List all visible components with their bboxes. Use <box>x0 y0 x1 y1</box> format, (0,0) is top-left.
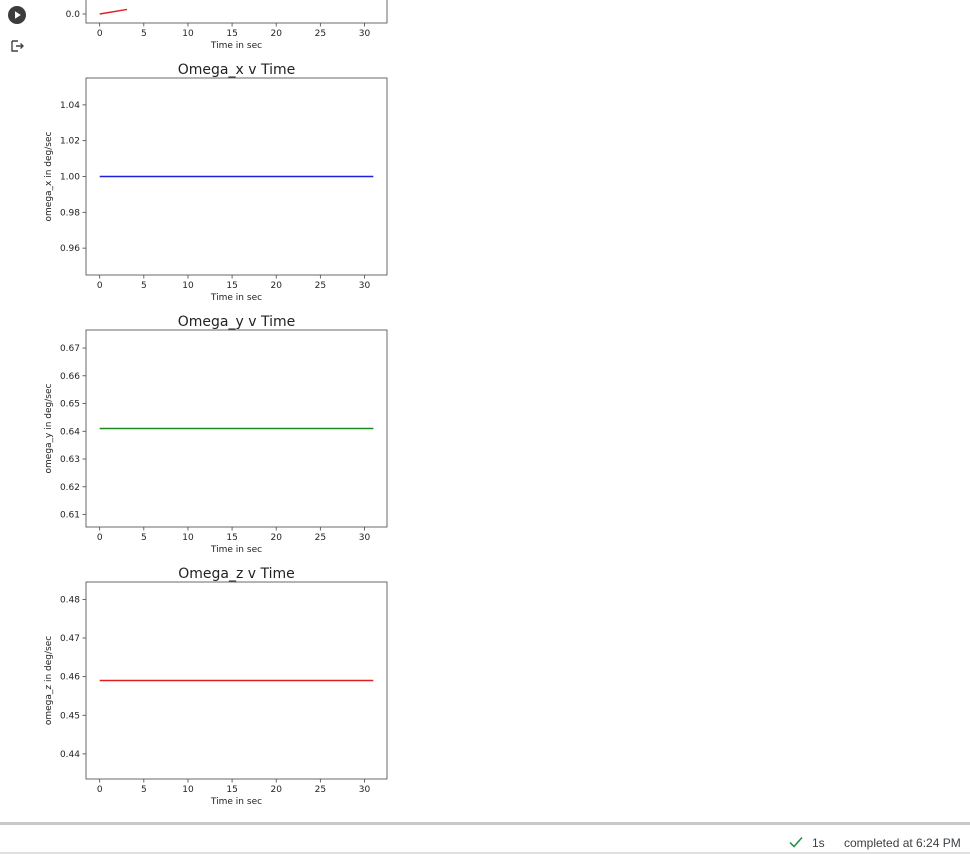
chart-1: Omega_x v Time 0 5 10 15 20 25 30 0.96 0.98 1.00 1.… <box>44 62 388 303</box>
x-tick-label: 15 <box>226 533 237 543</box>
x-tick-label: 0 <box>97 533 103 543</box>
x-tick-label: 10 <box>182 533 194 543</box>
x-axis-label: Time in sec <box>210 41 262 51</box>
chart-0: 0 5 10 15 20 25 30 0.0 Time in sec <box>66 0 388 51</box>
x-tick-label: 30 <box>359 785 371 795</box>
chart-2: Omega_y v Time 0 5 10 15 20 25 30 0.61 0.62 0.63 0.… <box>44 314 388 555</box>
x-tick-label: 0 <box>97 281 103 291</box>
chart-title: Omega_x v Time <box>178 62 295 78</box>
play-circle-icon <box>8 6 26 24</box>
y-tick-label: 0.46 <box>60 673 80 683</box>
x-tick-label: 20 <box>270 533 282 543</box>
output-exit-icon <box>11 40 24 52</box>
y-tick-label: 0.62 <box>60 483 80 493</box>
y-tick-label: 0.0 <box>66 10 81 20</box>
y-tick-label: 0.66 <box>60 372 80 382</box>
status-bar: 1s completed at 6:24 PM <box>0 822 970 854</box>
y-tick-label: 0.98 <box>60 208 80 218</box>
y-axis-label: omega_z in deg/sec <box>44 636 54 725</box>
chart-title: Omega_y v Time <box>178 314 295 330</box>
y-tick-label: 0.67 <box>60 344 80 354</box>
y-tick-label: 1.02 <box>60 137 80 147</box>
plot-frame <box>85 0 388 24</box>
x-tick-label: 15 <box>226 785 237 795</box>
y-tick-label: 0.64 <box>60 427 80 437</box>
y-tick-label: 1.04 <box>60 101 80 111</box>
plot-frame <box>85 581 388 780</box>
x-tick-label: 20 <box>270 785 282 795</box>
x-axis-label: Time in sec <box>210 545 262 555</box>
x-tick-label: 5 <box>141 29 147 39</box>
x-tick-label: 5 <box>141 785 147 795</box>
x-tick-label: 10 <box>182 29 194 39</box>
y-tick-label: 0.63 <box>60 455 80 465</box>
divider <box>0 852 970 854</box>
check-icon <box>789 837 803 848</box>
x-tick-label: 0 <box>97 29 103 39</box>
x-tick-label: 20 <box>270 281 282 291</box>
output-toggle-button[interactable] <box>9 38 25 54</box>
chart-3: Omega_z v Time 0 5 10 15 20 25 30 0.44 0.45 0.46 0.… <box>44 566 388 807</box>
y-tick-label: 0.65 <box>60 400 80 410</box>
x-axis-label: Time in sec <box>210 797 262 807</box>
y-tick-label: 0.61 <box>60 511 80 521</box>
x-tick-label: 25 <box>315 533 326 543</box>
y-tick-label: 0.47 <box>60 634 80 644</box>
x-tick-label: 30 <box>359 281 371 291</box>
chart-title: Omega_z v Time <box>178 566 295 582</box>
x-tick-label: 15 <box>226 281 237 291</box>
y-tick-label: 0.45 <box>60 711 80 721</box>
x-tick-label: 0 <box>97 785 103 795</box>
y-axis-label: omega_x in deg/sec <box>44 131 54 221</box>
x-tick-label: 5 <box>141 533 147 543</box>
x-tick-label: 25 <box>315 281 326 291</box>
cell-gutter <box>0 0 34 822</box>
x-tick-label: 25 <box>315 785 326 795</box>
run-cell-button[interactable] <box>8 6 26 24</box>
y-tick-label: 1.00 <box>60 173 80 183</box>
series-line-0 <box>99 8 128 15</box>
x-tick-label: 20 <box>270 29 282 39</box>
x-axis-label: Time in sec <box>210 293 262 303</box>
execution-duration: 1s <box>812 836 825 850</box>
execution-status: completed at 6:24 PM <box>844 836 961 850</box>
x-tick-label: 30 <box>359 29 371 39</box>
plot-frame <box>85 329 388 528</box>
x-tick-label: 25 <box>315 29 326 39</box>
x-tick-label: 10 <box>182 785 194 795</box>
x-tick-label: 15 <box>226 29 237 39</box>
x-tick-label: 10 <box>182 281 194 291</box>
y-axis-label: omega_y in deg/sec <box>44 383 54 473</box>
x-tick-label: 30 <box>359 533 371 543</box>
x-tick-label: 5 <box>141 281 147 291</box>
y-tick-label: 0.96 <box>60 244 80 254</box>
y-tick-label: 0.48 <box>60 595 80 605</box>
y-tick-label: 0.44 <box>60 750 80 760</box>
cell-output-area: 0 5 10 15 20 25 30 0.0 Time in sec Omega_x v Time… <box>34 0 970 822</box>
